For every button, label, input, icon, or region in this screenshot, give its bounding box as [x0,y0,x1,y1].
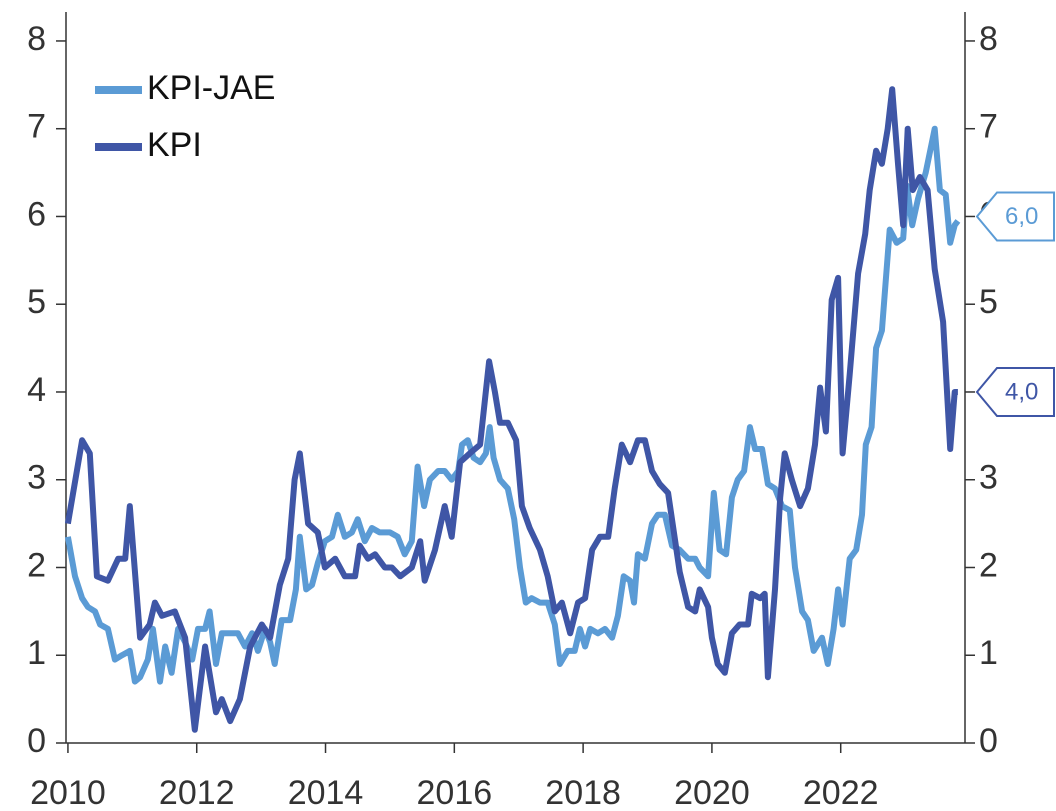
x-tick-label: 2016 [417,774,493,811]
callout-label: 4,0 [1005,378,1038,405]
y2-tick-label: 3 [979,459,998,497]
y-tick-label: 1 [27,634,46,672]
y-tick-label: 0 [27,722,46,760]
y2-tick-label: 1 [979,634,998,672]
callout-label: 6,0 [1005,203,1038,230]
y-tick-label: 8 [27,20,46,58]
x-tick-label: 2014 [288,774,364,811]
y2-tick-label: 7 [979,108,998,146]
legend-label: KPI [147,126,202,164]
y-tick-label: 3 [27,459,46,497]
y-tick-label: 4 [27,371,46,409]
y-tick-label: 5 [27,283,46,321]
y2-tick-label: 0 [979,722,998,760]
callout-box [975,366,1055,417]
x-tick-label: 2012 [159,774,235,811]
x-tick-label: 2022 [803,774,879,811]
y2-tick-label: 2 [979,546,998,584]
x-tick-label: 2020 [674,774,750,811]
y2-tick-label: 5 [979,283,998,321]
y-tick-label: 2 [27,546,46,584]
x-tick-label: 2010 [30,774,106,811]
series-line [64,125,961,685]
callout-box [975,191,1055,242]
y-tick-label: 7 [27,108,46,146]
series-line [64,86,958,733]
x-tick-label: 2018 [545,774,621,811]
y-tick-label: 6 [27,195,46,233]
legend-label: KPI-JAE [147,69,275,107]
y2-tick-label: 8 [979,20,998,58]
